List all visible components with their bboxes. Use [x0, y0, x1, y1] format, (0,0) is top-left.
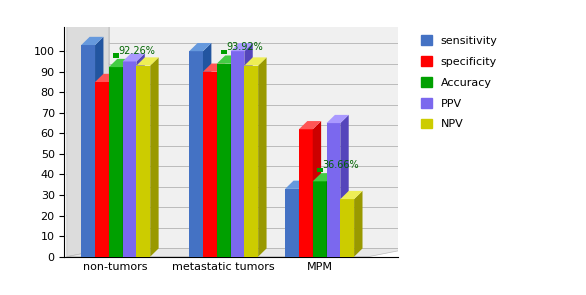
- Polygon shape: [230, 55, 239, 257]
- Bar: [222, 50, 227, 55]
- Polygon shape: [95, 74, 117, 82]
- Polygon shape: [354, 191, 363, 257]
- Polygon shape: [326, 115, 349, 123]
- Polygon shape: [244, 43, 253, 257]
- Polygon shape: [137, 65, 150, 257]
- Polygon shape: [137, 53, 145, 257]
- Polygon shape: [340, 199, 354, 257]
- Polygon shape: [230, 43, 253, 51]
- Text: 92.26%: 92.26%: [119, 46, 156, 56]
- Polygon shape: [95, 37, 104, 257]
- Legend: sensitivity, specificity, Accuracy, PPV, NPV: sensitivity, specificity, Accuracy, PPV,…: [417, 32, 501, 133]
- Polygon shape: [95, 82, 109, 257]
- Polygon shape: [203, 63, 225, 72]
- Polygon shape: [67, 18, 109, 257]
- Polygon shape: [81, 37, 104, 45]
- Bar: [317, 168, 323, 172]
- Polygon shape: [313, 181, 326, 257]
- Polygon shape: [244, 57, 267, 65]
- Polygon shape: [244, 65, 258, 257]
- Bar: [113, 53, 120, 58]
- Polygon shape: [313, 121, 321, 257]
- Polygon shape: [109, 18, 410, 248]
- Polygon shape: [340, 115, 349, 257]
- Polygon shape: [340, 191, 363, 199]
- Polygon shape: [299, 121, 321, 129]
- Polygon shape: [67, 248, 410, 257]
- Polygon shape: [150, 57, 159, 257]
- Polygon shape: [217, 63, 225, 257]
- Polygon shape: [137, 57, 159, 65]
- Polygon shape: [122, 61, 137, 257]
- Polygon shape: [203, 43, 212, 257]
- Polygon shape: [81, 45, 95, 257]
- Polygon shape: [313, 173, 335, 181]
- Polygon shape: [230, 51, 244, 257]
- Polygon shape: [203, 72, 217, 257]
- Polygon shape: [326, 173, 335, 257]
- Polygon shape: [285, 189, 299, 257]
- Text: 36.66%: 36.66%: [323, 160, 359, 170]
- Polygon shape: [217, 55, 239, 64]
- Polygon shape: [299, 181, 307, 257]
- Polygon shape: [122, 59, 131, 257]
- Polygon shape: [109, 59, 131, 67]
- Polygon shape: [285, 181, 307, 189]
- Polygon shape: [122, 53, 145, 61]
- Polygon shape: [109, 74, 117, 257]
- Polygon shape: [299, 129, 313, 257]
- Polygon shape: [326, 123, 340, 257]
- Polygon shape: [189, 51, 203, 257]
- Text: 93.92%: 93.92%: [227, 42, 264, 53]
- Polygon shape: [189, 43, 212, 51]
- Polygon shape: [109, 67, 122, 257]
- Polygon shape: [217, 64, 230, 257]
- Polygon shape: [258, 57, 267, 257]
